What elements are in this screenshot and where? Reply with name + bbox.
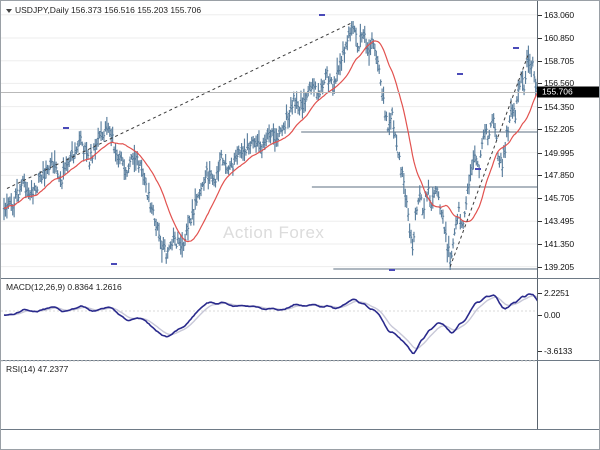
price-annotation-label[interactable] — [63, 127, 69, 129]
price-y-tick: 141.350 — [538, 239, 574, 249]
trendline-1 — [6, 22, 353, 189]
price-y-tick: 160.850 — [538, 33, 574, 43]
price-axis[interactable]: 163.060 160.850 158.705 156.560 154.350 152.2… — [537, 1, 599, 278]
macd-plot — [1, 293, 540, 355]
macd-pane: 2.2251 0.00 -3.6133 MACD(12,26,9) 0.8364 1… — [1, 279, 599, 360]
price-pane: 163.060 160.850 158.705 156.560 154.350 152.2… — [1, 1, 599, 278]
pane-divider-3 — [1, 429, 599, 430]
trendline-2 — [449, 55, 529, 267]
current-price-badge: 155.706 — [537, 86, 599, 98]
candlestick-series — [2, 20, 540, 270]
price-y-tick: 156.560 — [538, 78, 574, 88]
price-annotation-label[interactable] — [475, 168, 481, 170]
macd-main-line — [3, 293, 540, 355]
price-annotation-label[interactable] — [389, 269, 395, 271]
price-annotation-label[interactable] — [319, 14, 325, 16]
macd-caption: MACD(12,26,9) 0.8364 1.2616 — [6, 282, 122, 292]
symbol-caption[interactable]: USDJPY,Daily 156.373 156.516 155.203 155… — [6, 5, 201, 15]
price-plot — [1, 14, 540, 270]
fib-level-lines — [301, 131, 537, 270]
price-y-tick: 145.705 — [538, 193, 574, 203]
macd-y-tick: -3.6133 — [538, 346, 572, 356]
price-y-tick: 158.705 — [538, 56, 574, 66]
rsi-plot — [1, 360, 537, 362]
price-y-tick: 143.495 — [538, 216, 574, 226]
rsi-axis[interactable] — [537, 361, 599, 429]
price-y-tick: 149.995 — [538, 148, 574, 158]
price-y-tick: 152.205 — [538, 124, 574, 134]
watermark: Action Forex — [223, 223, 325, 242]
moving-average-line — [3, 40, 540, 243]
price-annotation-label[interactable] — [457, 73, 463, 75]
macd-axis[interactable]: 2.2251 0.00 -3.6133 — [537, 279, 599, 360]
price-annotation-label[interactable] — [111, 263, 117, 265]
pane-divider-2 — [1, 360, 599, 361]
price-y-tick: 147.850 — [538, 170, 574, 180]
chevron-down-icon[interactable] — [6, 8, 12, 13]
price-y-tick: 163.060 — [538, 10, 574, 20]
pane-divider-1 — [1, 278, 599, 279]
macd-signal-line — [4, 295, 540, 350]
price-y-tick: 139.205 — [538, 262, 574, 272]
symbol-caption-text: USDJPY,Daily 156.373 156.516 155.203 155… — [15, 5, 202, 15]
time-axis[interactable] — [1, 430, 599, 449]
rsi-pane: RSI(14) 47.2377 — [1, 360, 599, 429]
current-price-line — [1, 92, 537, 94]
price-y-tick: 154.350 — [538, 102, 574, 112]
macd-y-tick: 2.2251 — [538, 288, 570, 298]
macd-y-tick: 0.00 — [538, 310, 560, 320]
rsi-caption: RSI(14) 47.2377 — [6, 364, 69, 374]
price-annotation-label[interactable] — [513, 47, 519, 49]
